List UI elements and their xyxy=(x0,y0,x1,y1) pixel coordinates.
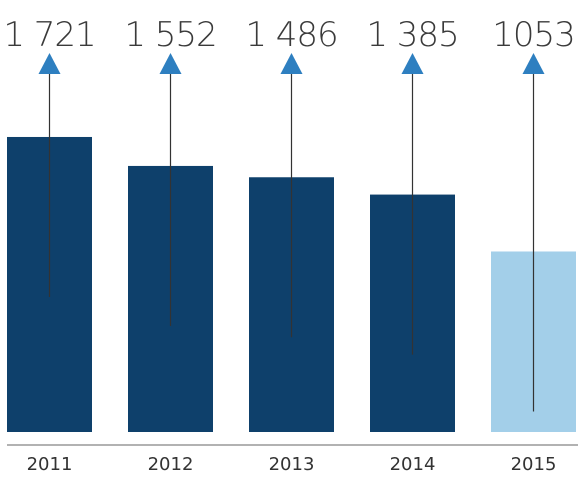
arrow-up-icon xyxy=(280,53,303,74)
tick-label-2011: 2011 xyxy=(27,454,73,475)
tick-label-2014: 2014 xyxy=(390,454,436,475)
tick-label-2012: 2012 xyxy=(148,454,194,475)
value-label-2012: 1 552 xyxy=(124,15,216,55)
indicator-lines xyxy=(48,74,535,412)
arrow-up-icon xyxy=(522,53,545,74)
arrow-up-icon xyxy=(401,53,424,74)
tick-label-2013: 2013 xyxy=(269,454,315,475)
value-label-2013: 1 486 xyxy=(245,15,337,55)
value-label-2014: 1 385 xyxy=(366,15,458,55)
arrow-up-icon xyxy=(159,53,182,74)
value-labels: 1 721 1 552 1 486 1 385 1053 xyxy=(3,15,575,55)
arrow-up-icon xyxy=(38,53,61,74)
tick-label-2015: 2015 xyxy=(511,454,557,475)
x-axis-tick-labels: 2011 2012 2013 2014 2015 xyxy=(27,454,557,475)
value-label-2011: 1 721 xyxy=(3,15,95,55)
value-label-2015: 1053 xyxy=(492,15,575,55)
indicator-arrows xyxy=(38,53,545,74)
